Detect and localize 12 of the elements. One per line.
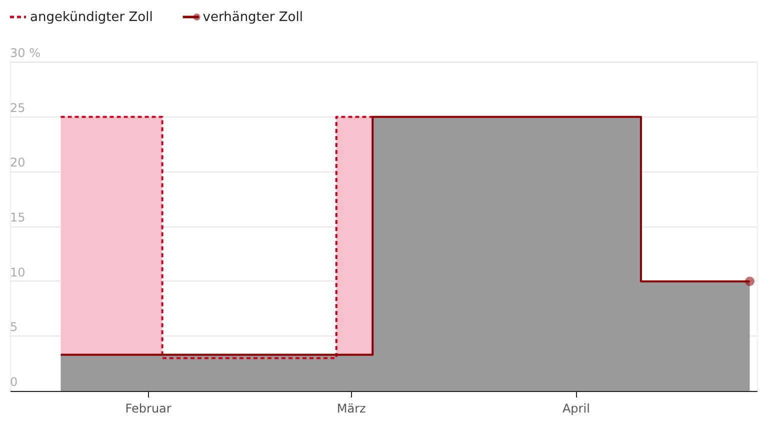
y-tick-label: 30 % xyxy=(10,46,40,60)
y-tick-label: 10 xyxy=(10,265,26,280)
x-tick-label: Februar xyxy=(125,402,172,416)
y-tick-label: 15 xyxy=(10,210,26,224)
y-tick-label: 25 xyxy=(10,100,26,115)
y-tick-label: 20 xyxy=(10,156,26,170)
y-tick-label: 0 xyxy=(10,375,18,389)
legend-label: verhängter Zoll xyxy=(202,10,303,25)
legend-label: angekündigter Zoll xyxy=(30,10,153,25)
x-tick-label: April xyxy=(562,402,590,416)
x-tick-label: März xyxy=(336,402,366,416)
y-tick-label: 5 xyxy=(10,320,18,334)
